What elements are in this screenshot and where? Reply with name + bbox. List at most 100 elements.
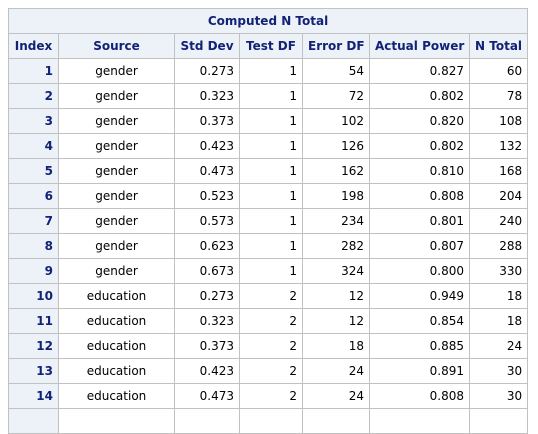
column-header-actual-power: Actual Power — [369, 33, 470, 59]
table-row: 11 education 0.323 2 12 0.854 18 — [8, 308, 529, 334]
test-df-cell: 2 — [239, 358, 303, 384]
source-cell: education — [58, 333, 175, 359]
actual-power-cell: 0.801 — [369, 208, 470, 234]
std-dev-cell: 0.573 — [174, 208, 240, 234]
std-dev-cell: 0.423 — [174, 358, 240, 384]
row-index: 8 — [8, 233, 59, 259]
source-cell: gender — [58, 83, 175, 109]
source-cell: gender — [58, 133, 175, 159]
n-total-cell: 60 — [468, 58, 529, 84]
n-total-cell: 30 — [468, 358, 529, 384]
std-dev-cell: 0.323 — [174, 308, 240, 334]
std-dev-cell: 0.273 — [174, 58, 240, 84]
row-index: 2 — [8, 83, 59, 109]
error-df-cell: 162 — [302, 158, 370, 184]
std-dev-cell: 0.473 — [174, 383, 240, 409]
table-row: 4 gender 0.423 1 126 0.802 132 — [8, 133, 529, 159]
table-row: 1 gender 0.273 1 54 0.827 60 — [8, 58, 529, 84]
source-cell: gender — [58, 158, 175, 184]
test-df-cell: 2 — [239, 308, 303, 334]
source-cell — [58, 408, 175, 434]
column-header-n-total: N Total — [468, 33, 529, 59]
n-total-cell: 240 — [468, 208, 529, 234]
actual-power-cell: 0.810 — [369, 158, 470, 184]
test-df-cell: 1 — [239, 83, 303, 109]
n-total-cell: 168 — [468, 158, 529, 184]
table-row: 14 education 0.473 2 24 0.808 30 — [8, 383, 529, 409]
n-total-cell: 288 — [468, 233, 529, 259]
row-index: 12 — [8, 333, 59, 359]
source-cell: gender — [58, 58, 175, 84]
test-df-cell: 1 — [239, 258, 303, 284]
actual-power-cell: 0.949 — [369, 283, 470, 309]
n-total-cell: 78 — [468, 83, 529, 109]
std-dev-cell: 0.373 — [174, 108, 240, 134]
error-df-cell: 18 — [302, 333, 370, 359]
actual-power-cell: 0.820 — [369, 108, 470, 134]
table-row: 7 gender 0.573 1 234 0.801 240 — [8, 208, 529, 234]
source-cell: education — [58, 283, 175, 309]
source-cell: education — [58, 358, 175, 384]
test-df-cell: 1 — [239, 133, 303, 159]
actual-power-cell: 0.827 — [369, 58, 470, 84]
column-header-source: Source — [58, 33, 175, 59]
error-df-cell: 54 — [302, 58, 370, 84]
row-index: 10 — [8, 283, 59, 309]
n-total-cell — [468, 408, 529, 434]
std-dev-cell: 0.373 — [174, 333, 240, 359]
test-df-cell — [239, 408, 303, 434]
table-row: 9 gender 0.673 1 324 0.800 330 — [8, 258, 529, 284]
error-df-cell: 102 — [302, 108, 370, 134]
row-index: 9 — [8, 258, 59, 284]
n-total-cell: 108 — [468, 108, 529, 134]
source-cell: gender — [58, 233, 175, 259]
test-df-cell: 1 — [239, 58, 303, 84]
test-df-cell: 1 — [239, 233, 303, 259]
table-row: 13 education 0.423 2 24 0.891 30 — [8, 358, 529, 384]
source-cell: gender — [58, 183, 175, 209]
std-dev-cell — [174, 408, 240, 434]
test-df-cell: 1 — [239, 108, 303, 134]
error-df-cell: 234 — [302, 208, 370, 234]
std-dev-cell: 0.623 — [174, 233, 240, 259]
row-index: 7 — [8, 208, 59, 234]
table-row: 2 gender 0.323 1 72 0.802 78 — [8, 83, 529, 109]
error-df-cell: 282 — [302, 233, 370, 259]
actual-power-cell: 0.808 — [369, 183, 470, 209]
actual-power-cell: 0.807 — [369, 233, 470, 259]
actual-power-cell — [369, 408, 470, 434]
source-cell: gender — [58, 208, 175, 234]
source-cell: education — [58, 383, 175, 409]
computed-n-total-table: Computed N Total Index Source Std Dev Te… — [7, 8, 529, 434]
table-row: 10 education 0.273 2 12 0.949 18 — [8, 283, 529, 309]
source-cell: education — [58, 308, 175, 334]
row-index: 4 — [8, 133, 59, 159]
std-dev-cell: 0.273 — [174, 283, 240, 309]
test-df-cell: 2 — [239, 383, 303, 409]
actual-power-cell: 0.885 — [369, 333, 470, 359]
actual-power-cell: 0.808 — [369, 383, 470, 409]
row-index: 5 — [8, 158, 59, 184]
row-index — [8, 408, 59, 434]
row-index: 3 — [8, 108, 59, 134]
test-df-cell: 1 — [239, 183, 303, 209]
n-total-cell: 330 — [468, 258, 529, 284]
source-cell: gender — [58, 258, 175, 284]
column-header-std-dev: Std Dev — [174, 33, 240, 59]
test-df-cell: 2 — [239, 283, 303, 309]
header-row: Index Source Std Dev Test DF Error DF Ac… — [8, 33, 529, 59]
source-cell: gender — [58, 108, 175, 134]
row-index: 14 — [8, 383, 59, 409]
error-df-cell: 324 — [302, 258, 370, 284]
actual-power-cell: 0.800 — [369, 258, 470, 284]
table-title: Computed N Total — [7, 8, 529, 34]
std-dev-cell: 0.523 — [174, 183, 240, 209]
column-header-index: Index — [8, 33, 59, 59]
test-df-cell: 2 — [239, 333, 303, 359]
n-total-cell: 18 — [468, 283, 529, 309]
actual-power-cell: 0.802 — [369, 133, 470, 159]
table-row: 3 gender 0.373 1 102 0.820 108 — [8, 108, 529, 134]
test-df-cell: 1 — [239, 158, 303, 184]
actual-power-cell: 0.854 — [369, 308, 470, 334]
n-total-cell: 132 — [468, 133, 529, 159]
